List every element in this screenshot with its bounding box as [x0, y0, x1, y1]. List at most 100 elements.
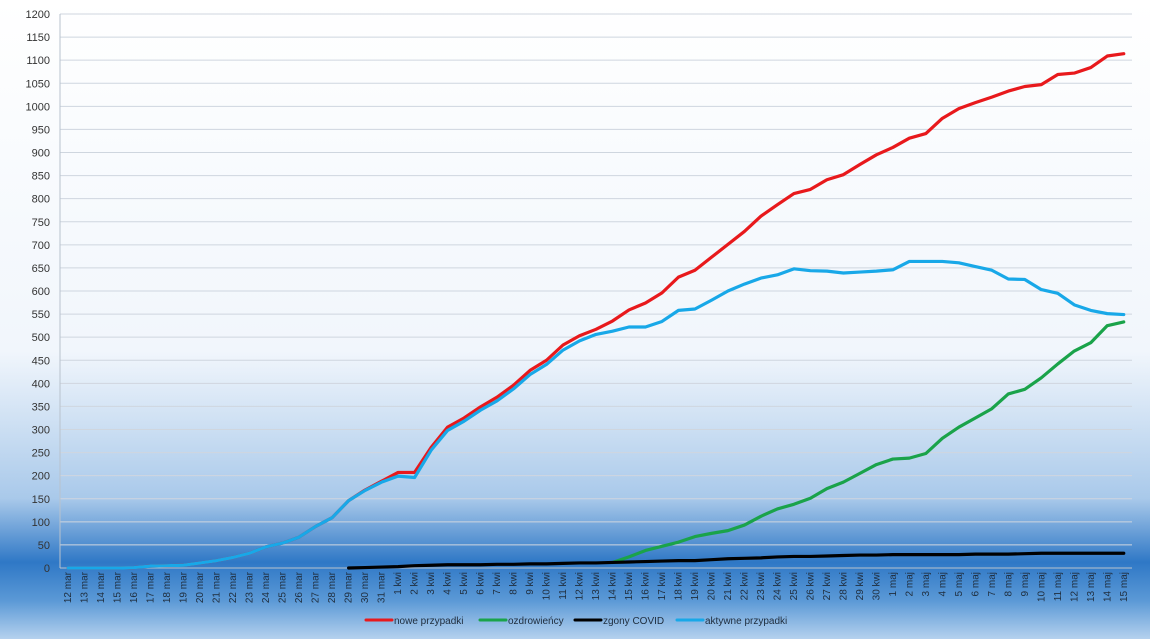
x-tick-label: 13 maj: [1086, 572, 1097, 602]
x-tick-label: 17 kwi: [657, 572, 668, 600]
y-tick-label: 800: [32, 194, 50, 206]
x-tick-label: 22 mar: [228, 571, 239, 603]
y-axis: 0 50 100 150 200 250 300 350 400 450 500 550 600 650 7…: [26, 9, 50, 575]
y-tick-label: 650: [32, 263, 50, 275]
y-tick-label: 0: [44, 563, 50, 575]
x-tick-label: 18 mar: [162, 571, 173, 603]
x-tick-label: 18 kwi: [673, 572, 684, 600]
y-tick-label: 700: [32, 240, 50, 252]
x-tick-label: 24 mar: [261, 571, 272, 603]
y-tick-label: 150: [32, 494, 50, 506]
x-tick-label: 14 mar: [96, 571, 107, 603]
y-tick-label: 900: [32, 148, 50, 160]
y-tick-label: 500: [32, 332, 50, 344]
x-tick-label: 20 mar: [195, 571, 206, 603]
y-tick-label: 300: [32, 425, 50, 437]
x-tick-label: 20 kwi: [706, 572, 717, 600]
x-tick-label: 7 kwi: [492, 572, 503, 595]
x-tick-label: 2 maj: [904, 572, 915, 596]
x-tick-label: 26 kwi: [805, 572, 816, 600]
x-tick-label: 24 kwi: [772, 572, 783, 600]
x-tick-label: 11 kwi: [558, 572, 569, 600]
x-tick-label: 6 kwi: [476, 572, 487, 595]
x-tick-label: 8 kwi: [509, 572, 520, 595]
x-tick-label: 1 kwi: [393, 572, 404, 595]
y-tick-label: 400: [32, 378, 50, 390]
x-tick-label: 4 maj: [937, 572, 948, 596]
y-tick-label: 750: [32, 217, 50, 229]
legend-item: ozdrowieńcy: [478, 616, 564, 627]
x-tick-label: 15 maj: [1119, 572, 1130, 602]
y-tick-label: 250: [32, 448, 50, 460]
x-tick-label: 12 kwi: [575, 572, 586, 600]
x-tick-label: 5 kwi: [459, 572, 470, 595]
x-tick-label: 21 mar: [212, 571, 223, 603]
x-tick-label: 19 mar: [179, 571, 190, 603]
x-tick-label: 11 maj: [1053, 572, 1064, 601]
x-tick-label: 12 maj: [1069, 572, 1080, 602]
x-tick-label: 5 maj: [954, 572, 965, 596]
y-tick-label: 50: [38, 540, 50, 552]
series-line-2: [347, 551, 1126, 570]
x-tick-label: 28 mar: [327, 571, 338, 603]
x-tick-label: 23 mar: [245, 571, 256, 603]
x-tick-label: 10 kwi: [542, 572, 553, 600]
y-tick-label: 1000: [26, 101, 50, 113]
x-tick-label: 16 kwi: [640, 572, 651, 600]
x-tick-label: 8 maj: [1003, 572, 1014, 596]
y-tick-label: 550: [32, 309, 50, 321]
x-tick-label: 13 kwi: [591, 572, 602, 600]
x-tick-label: 25 kwi: [789, 572, 800, 600]
gridlines: [59, 13, 1132, 569]
x-tick-label: 30 mar: [360, 571, 371, 603]
y-tick-label: 950: [32, 124, 50, 136]
x-tick-label: 22 kwi: [739, 572, 750, 600]
y-tick-label: 200: [32, 471, 50, 483]
y-tick-label: 1150: [26, 32, 50, 44]
x-tick-label: 10 maj: [1036, 572, 1047, 602]
x-tick-label: 6 maj: [970, 572, 981, 596]
series-line-1: [610, 320, 1126, 565]
y-tick-label: 600: [32, 286, 50, 298]
x-tick-label: 19 kwi: [690, 572, 701, 600]
series-lines: [66, 52, 1126, 570]
x-tick-label: 26 mar: [294, 571, 305, 603]
y-tick-label: 1100: [26, 55, 50, 67]
x-tick-label: 15 mar: [113, 571, 124, 603]
x-tick-label: 29 kwi: [855, 572, 866, 600]
x-tick-label: 13 mar: [80, 571, 91, 603]
x-tick-label: 21 kwi: [723, 572, 734, 600]
legend-label: zgony COVID: [603, 616, 664, 627]
x-tick-label: 4 kwi: [443, 572, 454, 595]
legend-label: ozdrowieńcy: [508, 616, 564, 627]
y-tick-label: 450: [32, 355, 50, 367]
x-tick-label: 17 mar: [146, 571, 157, 603]
x-tick-label: 31 mar: [377, 571, 388, 603]
y-tick-label: 100: [32, 517, 50, 529]
x-tick-label: 7 maj: [987, 572, 998, 596]
y-tick-label: 850: [32, 171, 50, 183]
x-tick-label: 3 maj: [921, 572, 932, 596]
y-tick-label: 1050: [26, 78, 50, 90]
legend-item: nowe przypadki: [364, 616, 463, 627]
legend: nowe przypadki ozdrowieńcy zgony COVID akty…: [364, 616, 787, 627]
legend-label: nowe przypadki: [394, 616, 463, 627]
x-tick-label: 29 mar: [344, 571, 355, 603]
x-axis: 12 mar 13 mar 14 mar 15 mar 16 mar 17 mar 18 m…: [63, 571, 1130, 603]
x-tick-label: 27 kwi: [822, 572, 833, 600]
x-tick-label: 9 maj: [1020, 572, 1031, 596]
x-tick-label: 3 kwi: [426, 572, 437, 595]
x-tick-label: 9 kwi: [525, 572, 536, 595]
x-tick-label: 2 kwi: [410, 572, 421, 595]
x-tick-label: 28 kwi: [838, 572, 849, 600]
x-tick-label: 23 kwi: [756, 572, 767, 600]
legend-item: aktywne przypadki: [675, 616, 787, 627]
legend-label: aktywne przypadki: [705, 616, 787, 627]
x-tick-label: 1 maj: [888, 572, 899, 596]
x-tick-label: 25 mar: [278, 571, 289, 603]
legend-item: zgony COVID: [573, 616, 664, 627]
x-tick-label: 27 mar: [311, 571, 322, 603]
x-tick-label: 12 mar: [63, 571, 74, 603]
